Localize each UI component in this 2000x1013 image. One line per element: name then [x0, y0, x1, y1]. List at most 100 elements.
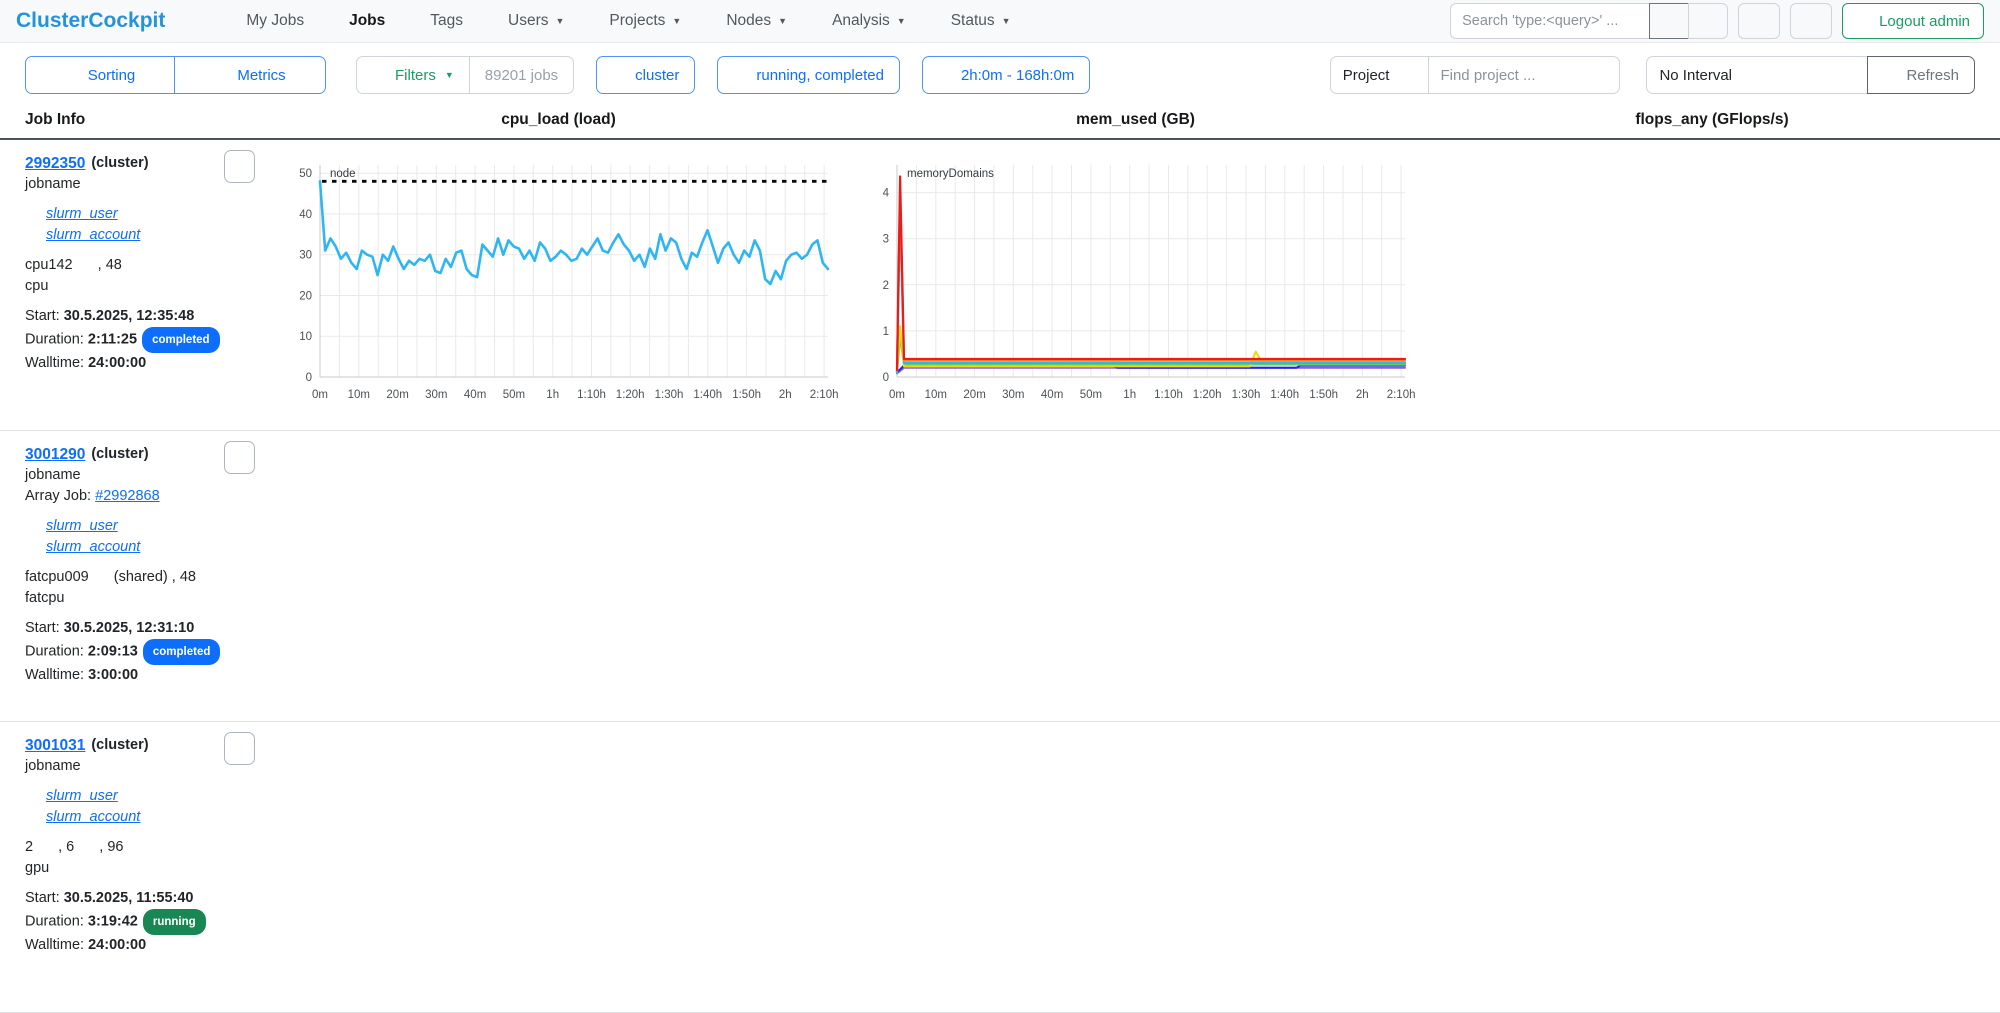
settings-button[interactable]	[1790, 3, 1833, 39]
duration-filter-button[interactable]: 2h:0m - 168h:0m	[921, 56, 1091, 94]
mem-used-chart[interactable]	[847, 431, 1424, 721]
svg-text:0: 0	[882, 372, 888, 384]
copy-job-id-button[interactable]	[224, 150, 255, 183]
flops-any-chart[interactable]	[1424, 140, 2000, 430]
svg-text:1:20h: 1:20h	[615, 389, 644, 401]
flops-any-chart[interactable]	[1424, 722, 2000, 1012]
gpu-icon	[79, 838, 94, 853]
svg-text:0m: 0m	[312, 389, 328, 401]
svg-text:1h: 1h	[546, 389, 559, 401]
job-resources: 2 , 6 , 96	[25, 837, 270, 858]
nav-item-nodes[interactable]: Nodes ▼	[692, 12, 798, 30]
column-header-mem-used: mem_used (GB)	[1076, 111, 1195, 128]
folder-icon	[586, 13, 603, 30]
job-id-link[interactable]: 2992350	[25, 155, 86, 172]
svg-text:3: 3	[882, 234, 888, 246]
cluster-filter-button[interactable]: cluster	[596, 56, 696, 94]
job-row: 3001290 (cluster) jobname Array Job: #299…	[0, 431, 2000, 722]
filter-toolbar: Sorting Metrics Filters ▼ 89201 jobs clus…	[0, 43, 2000, 105]
array-job-link[interactable]: #2992868	[95, 488, 160, 504]
job-duration: 2:11:25	[87, 331, 138, 348]
copy-job-id-button[interactable]	[224, 732, 255, 765]
svg-text:20m: 20m	[386, 389, 408, 401]
stopwatch-icon	[938, 68, 953, 83]
svg-text:1:30h: 1:30h	[1231, 389, 1260, 401]
docs-button[interactable]	[1738, 3, 1781, 39]
job-account-link[interactable]: slurm_account	[46, 227, 141, 243]
job-user-link[interactable]: slurm_user	[46, 518, 118, 534]
project-select[interactable]: Project	[1329, 56, 1430, 94]
cpu-load-chart[interactable]: 0 10 20 30 40 50 0m 10m 20m 30m 40m 50m 1h 1:10h 1:20h…	[270, 140, 847, 430]
svg-text:20: 20	[299, 291, 312, 303]
gauge-logo-icon	[167, 8, 194, 35]
status-badge: running	[142, 909, 206, 935]
job-account-link[interactable]: slurm_account	[46, 539, 141, 555]
job-states-filter-button[interactable]: running, completed	[717, 56, 900, 94]
book-icon	[1751, 13, 1767, 29]
svg-text:1:50h: 1:50h	[1309, 389, 1338, 401]
copy-job-id-button[interactable]	[224, 441, 255, 474]
svg-text:memoryDomains: memoryDomains	[907, 168, 994, 180]
analysis-icon	[809, 13, 826, 30]
mem-used-chart[interactable]	[847, 722, 1424, 1012]
sorting-button[interactable]: Sorting	[25, 56, 175, 94]
nav-item-jobs[interactable]: Jobs	[315, 12, 396, 30]
job-user-link[interactable]: slurm_user	[46, 206, 118, 222]
job-cluster: (cluster)	[91, 155, 149, 171]
nav-item-users[interactable]: Users ▼	[474, 12, 575, 30]
svg-text:2:10h: 2:10h	[809, 389, 838, 401]
search-info-button[interactable]	[1688, 3, 1729, 39]
status-icon	[928, 13, 945, 30]
interval-select[interactable]: No Interval	[1646, 56, 1869, 94]
chevron-down-icon	[1842, 69, 1855, 82]
top-navbar: ClusterCockpit My Jobs Jobs Tags Users ▼ …	[0, 0, 2000, 43]
mem-used-chart[interactable]: 0 1 2 3 4 0m 10m 20m 30m 40m 50m 1h 1:10h 1:20h 1:30h 1…	[847, 140, 1424, 430]
clipboard-icon	[232, 741, 248, 757]
people-icon	[25, 228, 40, 243]
nodes-icon	[703, 13, 720, 30]
nav-item-analysis[interactable]: Analysis ▼	[798, 12, 917, 30]
chevron-down-icon: ▼	[896, 16, 906, 26]
find-project-input[interactable]	[1428, 56, 1621, 94]
job-account-link[interactable]: slurm_account	[46, 809, 141, 825]
logout-button[interactable]: Logout admin	[1842, 3, 1984, 39]
sorting-metrics-group: Sorting Metrics	[25, 56, 326, 94]
job-id-link[interactable]: 3001031	[25, 737, 86, 754]
person-icon	[25, 207, 40, 222]
people-icon	[25, 540, 40, 555]
job-cluster: (cluster)	[91, 737, 149, 753]
people-icon	[25, 810, 40, 825]
search-input[interactable]	[1450, 3, 1651, 39]
svg-text:10m: 10m	[924, 389, 946, 401]
refresh-button[interactable]: Refresh	[1867, 56, 1975, 94]
search-icon	[1661, 13, 1677, 29]
project-search-group: Project	[1329, 56, 1621, 94]
clipboard-icon	[232, 159, 248, 175]
job-start-time: 30.5.2025, 12:31:10	[63, 620, 195, 636]
nav-item-status[interactable]: Status ▼	[917, 12, 1022, 30]
svg-text:2h: 2h	[1355, 389, 1368, 401]
job-duration: 3:19:42	[87, 913, 138, 930]
svg-text:1: 1	[882, 326, 888, 338]
cpu-load-chart[interactable]	[270, 722, 847, 1012]
svg-text:2:10h: 2:10h	[1386, 389, 1415, 401]
nav-item-tags[interactable]: Tags	[396, 12, 474, 30]
filters-button[interactable]: Filters ▼	[356, 56, 470, 94]
filters-group: Filters ▼ 89201 jobs	[356, 56, 575, 94]
job-user-link[interactable]: slurm_user	[46, 788, 118, 804]
brand-logo[interactable]: ClusterCockpit	[16, 8, 194, 35]
search-group	[1450, 3, 1729, 39]
chip-icon	[129, 838, 144, 853]
cpu-load-chart[interactable]	[270, 431, 847, 721]
nav-item-my-jobs[interactable]: My Jobs	[212, 12, 315, 30]
job-id-link[interactable]: 3001290	[25, 446, 86, 463]
list-icon	[326, 13, 343, 30]
nav-item-projects[interactable]: Projects ▼	[575, 12, 692, 30]
metrics-button[interactable]: Metrics	[174, 56, 326, 94]
svg-text:50m: 50m	[502, 389, 524, 401]
search-button[interactable]	[1649, 3, 1690, 39]
job-walltime: 24:00:00	[88, 937, 147, 953]
flops-any-chart[interactable]	[1424, 431, 2000, 721]
job-name: jobname	[25, 467, 81, 483]
svg-text:node: node	[330, 168, 356, 180]
